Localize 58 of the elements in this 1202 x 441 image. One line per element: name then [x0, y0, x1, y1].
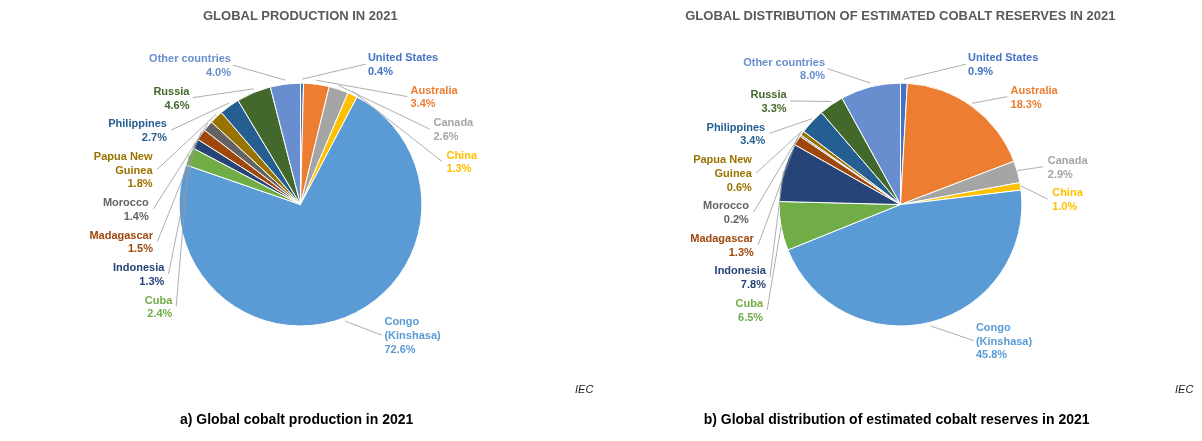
data-label: 0.2%	[723, 213, 750, 226]
data-label: 1.3%	[446, 162, 472, 175]
data-label: 3.4%	[410, 97, 436, 110]
data-label: 0.6%	[726, 180, 753, 193]
slice-label: Papua New Guinea	[693, 153, 753, 179]
slice-label: Australia	[1010, 83, 1059, 96]
data-label: 45.8%	[975, 348, 1008, 361]
data-label: 3.4%	[740, 134, 766, 147]
text: IEC	[1175, 383, 1194, 396]
slice-label: China	[1052, 186, 1084, 199]
data-label: 4.0%	[205, 66, 232, 79]
data-label: 8.0%	[800, 69, 826, 82]
slice-label: Congo (Kinshasa)	[975, 320, 1033, 347]
slice-label: Madagascar	[690, 231, 755, 244]
slice-label: Indonesia	[714, 264, 767, 277]
slice-label: Madagascar	[89, 228, 154, 241]
data-label: 1.5%	[127, 242, 154, 255]
slice-label: China	[446, 148, 478, 161]
slice-label: Australia	[410, 83, 459, 96]
data-label: 2.6%	[433, 129, 459, 142]
slice-label: Other countries	[743, 55, 826, 68]
slice-label: Russia	[153, 84, 191, 97]
data-label: 6.5%	[738, 310, 764, 323]
slice-label: Canada	[1047, 153, 1089, 166]
chart-title: GLOBAL PRODUCTION IN 2021	[202, 7, 398, 23]
data-label: 2.4%	[147, 307, 173, 320]
data-label: 3.3%	[761, 101, 787, 114]
data-label: 18.3%	[1010, 97, 1042, 110]
data-label: 0.9%	[968, 65, 994, 78]
slice-label: Morocco	[102, 196, 150, 209]
text: IEC	[575, 383, 594, 396]
data-label: 1.3%	[728, 245, 755, 258]
slice-label: Indonesia	[113, 261, 166, 274]
chart-title: GLOBAL DISTRIBUTION OF ESTIMATED COBALT RESERVES IN 2021	[685, 7, 1116, 23]
text: a) Global cobalt production in 2021	[179, 410, 414, 427]
slice-label: Russia	[750, 88, 788, 101]
slice-label: Other countries	[149, 52, 231, 65]
slice-label: Cuba	[144, 293, 174, 306]
slice-label: Congo (Kinshasa)	[384, 315, 442, 342]
data-label: 0.4%	[367, 65, 394, 77]
slice-label: Philippines	[706, 120, 766, 133]
data-label: 72.6%	[384, 342, 416, 355]
data-label: 4.6%	[164, 98, 190, 111]
data-label: 1.8%	[127, 177, 153, 190]
slice-label: United States	[367, 51, 439, 64]
slice-label: Papua New Guinea	[93, 149, 154, 176]
text: b) Global distribution of estimated cobalt reserves in 2021	[703, 410, 1090, 427]
data-label: 2.9%	[1047, 167, 1074, 180]
data-label: 2.7%	[141, 131, 168, 144]
slice-label: Cuba	[735, 296, 764, 309]
data-label: 1.3%	[139, 274, 165, 287]
data-label: 1.0%	[1052, 200, 1078, 212]
slice-label: Morocco	[703, 199, 750, 212]
data-label: 7.8%	[740, 278, 767, 291]
slice-label: United States	[968, 51, 1039, 64]
data-label: 1.4%	[123, 209, 149, 222]
slice-label: Philippines	[108, 117, 167, 130]
slice-label: Canada	[433, 116, 475, 129]
